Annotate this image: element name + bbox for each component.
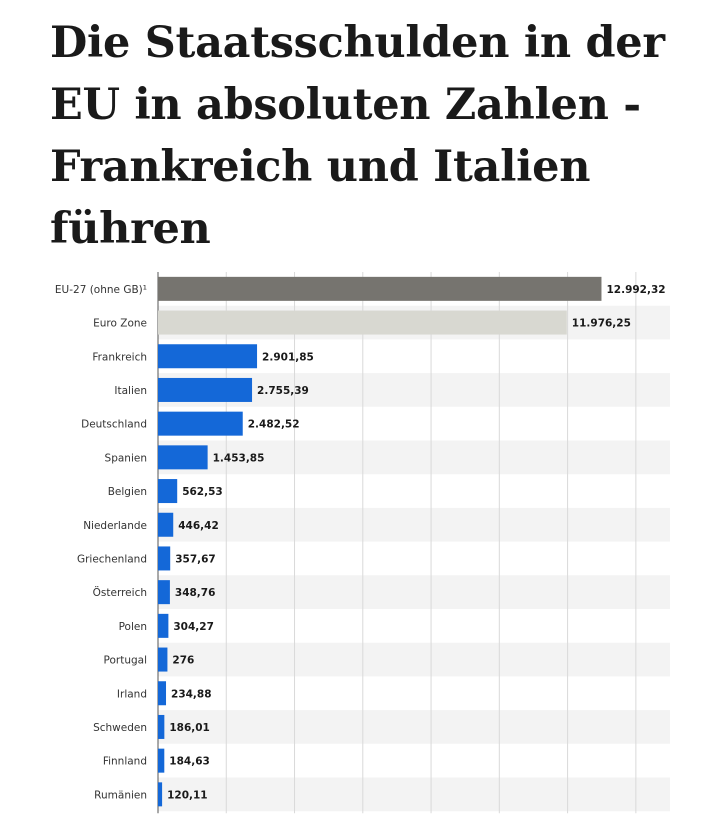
- category-label: Griechenland: [77, 553, 147, 565]
- value-label: 184,63: [169, 756, 210, 768]
- value-label: 446,42: [178, 520, 219, 532]
- bar: [158, 276, 602, 301]
- category-label: Belgien: [108, 486, 147, 498]
- row-band: [158, 575, 670, 609]
- category-label: Deutschland: [81, 419, 147, 431]
- bar: [158, 344, 258, 369]
- row-band: [158, 777, 670, 812]
- row-band: [158, 507, 670, 542]
- value-label: 348,76: [175, 587, 216, 599]
- value-label: 2.901,85: [262, 351, 314, 363]
- bar: [158, 748, 165, 773]
- category-label: Euro Zone: [93, 318, 147, 330]
- category-label: Österreich: [93, 586, 147, 599]
- category-label: Niederlande: [83, 520, 147, 532]
- row-band: [158, 440, 670, 475]
- row-band: [158, 642, 670, 677]
- bar: [158, 377, 253, 402]
- bar: [158, 782, 163, 807]
- value-label: 234,88: [171, 688, 212, 700]
- category-label: Schweden: [93, 722, 147, 734]
- category-label: Spanien: [105, 452, 147, 464]
- value-label: 2.755,39: [257, 385, 309, 397]
- value-label: 120,11: [167, 789, 208, 801]
- bar: [158, 714, 165, 739]
- bar: [158, 647, 168, 672]
- bar: [158, 546, 171, 571]
- category-label: Finnland: [103, 756, 147, 768]
- category-label: Polen: [119, 621, 147, 633]
- bar: [158, 479, 178, 504]
- category-label: Italien: [114, 385, 147, 397]
- value-label: 304,27: [173, 621, 214, 633]
- category-label: Irland: [117, 688, 147, 700]
- bar: [158, 580, 170, 605]
- category-label: Rumänien: [94, 789, 147, 801]
- bar: [158, 512, 174, 537]
- bar: [158, 681, 167, 706]
- value-label: 186,01: [169, 722, 210, 734]
- value-label: 12.992,32: [606, 284, 665, 296]
- value-label: 11.976,25: [572, 318, 631, 330]
- row-band: [158, 710, 670, 744]
- bar: [158, 445, 208, 470]
- value-label: 357,67: [175, 553, 216, 565]
- value-label: 562,53: [182, 486, 223, 498]
- value-label: 276: [172, 655, 194, 667]
- value-label: 2.482,52: [248, 419, 300, 431]
- bar: [158, 411, 243, 436]
- bar: [158, 613, 169, 638]
- chart-headline: Die Staatsschulden in der EU in absolute…: [50, 18, 665, 254]
- category-label: Frankreich: [92, 351, 147, 363]
- debt-bar-chart: EU-27 (ohne GB)¹ 12.992,32 Euro Zone 11.976…: [55, 272, 670, 814]
- bar: [158, 310, 567, 335]
- category-label: EU-27 (ohne GB)¹: [55, 284, 147, 296]
- value-label: 1.453,85: [213, 452, 265, 464]
- category-label: Portugal: [104, 655, 148, 667]
